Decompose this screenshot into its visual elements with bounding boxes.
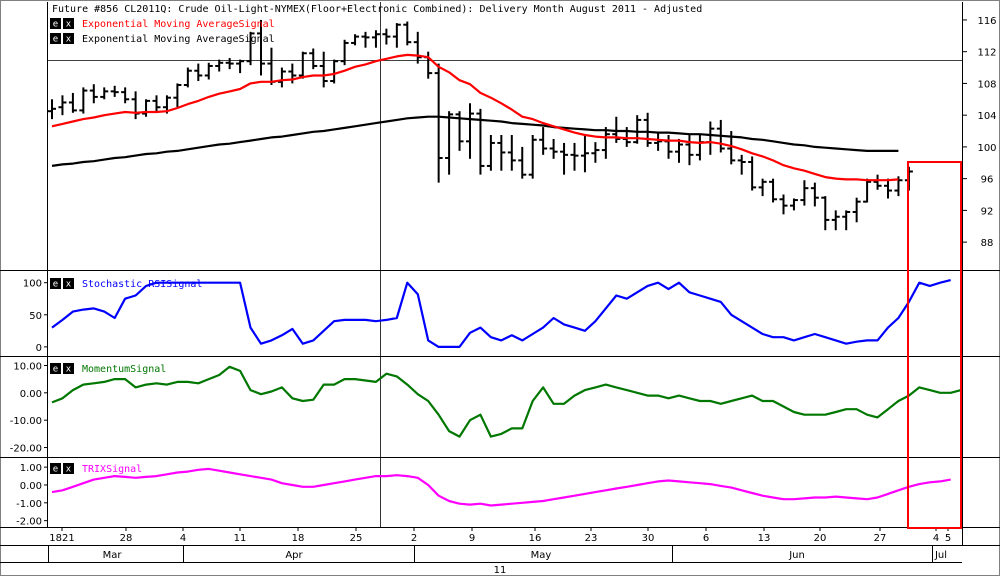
stoch-tick-label: 100 <box>23 279 42 290</box>
ema-short-line <box>51 53 899 182</box>
panel-button-label: x <box>66 280 72 290</box>
panel-button-label: x <box>66 365 72 375</box>
panel-button-label: e <box>53 280 58 290</box>
panel-button-e <box>50 18 61 29</box>
x-day-label: 5 <box>945 533 951 544</box>
panel-button-x <box>63 363 74 374</box>
panel-button-label: x <box>66 465 72 475</box>
panel-button-x <box>63 18 74 29</box>
ema-long-line <box>51 115 899 167</box>
price-tick-label: 116 <box>977 16 996 27</box>
x-day-label: 1821 <box>49 533 74 544</box>
stoch-tick-label: 0 <box>36 343 42 354</box>
price-tick-label: 112 <box>977 48 996 59</box>
x-month-label: Apr <box>285 550 303 561</box>
momentum-tick-label: 0.00 <box>20 389 42 400</box>
panel-button-e <box>50 463 61 474</box>
price-tick-label: 92 <box>981 206 994 217</box>
price-tick-label: 104 <box>977 111 996 122</box>
momentum-tick-label: -20.00 <box>10 444 42 455</box>
trix-tick-label: -2.00 <box>16 517 42 528</box>
x-day-label: 23 <box>585 533 598 544</box>
x-day-label: 30 <box>642 533 655 544</box>
legend-trix: TRIXSignal <box>82 464 142 475</box>
momentum-tick-label: -10.00 <box>10 416 42 427</box>
x-day-label: 2 <box>411 533 417 544</box>
x-month-label: Jun <box>788 550 805 561</box>
x-day-label: 18 <box>292 533 305 544</box>
price-tick-label: 96 <box>981 175 994 186</box>
panel-button-label: e <box>53 465 58 475</box>
x-day-label: 25 <box>350 533 363 544</box>
x-day-label: 6 <box>703 533 709 544</box>
trix-tick-label: 1.00 <box>20 463 42 474</box>
panel-button-e <box>50 33 61 44</box>
x-day-label: 20 <box>814 533 827 544</box>
legend-ema-short: Exponential Moving AverageSignal <box>82 19 275 30</box>
x-day-label: 9 <box>469 533 475 544</box>
x-month-label: Mar <box>103 550 123 561</box>
panel-button-label: x <box>66 35 72 45</box>
trix-tick-label: -1.00 <box>16 499 42 510</box>
x-day-label: 13 <box>758 533 771 544</box>
panel-button-e <box>50 278 61 289</box>
legend-stoch-rsi: Stochastic RSISignal <box>82 279 202 290</box>
trix-line <box>51 467 951 507</box>
stoch-rsi-line <box>51 279 951 348</box>
x-day-label: 4 <box>180 533 186 544</box>
x-day-label: 11 <box>234 533 247 544</box>
x-year-label: 11 <box>494 565 507 576</box>
x-day-label: 4 <box>933 533 939 544</box>
x-day-label: 27 <box>874 533 887 544</box>
panel-button-label: x <box>66 20 72 30</box>
x-day-label: 16 <box>529 533 542 544</box>
legend-momentum: MomentumSignal <box>82 364 166 375</box>
trix-tick-label: 0.00 <box>20 481 42 492</box>
panel-button-label: e <box>53 365 58 375</box>
price-tick-label: 88 <box>981 238 994 249</box>
panel-button-x <box>63 278 74 289</box>
momentum-line <box>51 365 962 438</box>
stoch-tick-label: 50 <box>29 311 42 322</box>
panel-button-label: e <box>53 20 58 30</box>
panel-button-x <box>63 33 74 44</box>
price-tick-label: 108 <box>977 79 996 90</box>
panel-button-label: e <box>53 35 58 45</box>
price-tick-label: 100 <box>977 143 996 154</box>
legend-ema-long: Exponential Moving AverageSignal <box>82 34 275 45</box>
momentum-tick-label: 10.00 <box>13 361 42 372</box>
chart-header: Future #856 CL2011Q: Crude Oil-Light-NYM… <box>52 4 702 15</box>
panel-button-e <box>50 363 61 374</box>
highlight-box <box>907 161 962 529</box>
panel-button-x <box>63 463 74 474</box>
x-day-label: 28 <box>120 533 133 544</box>
x-month-label: May <box>531 550 552 561</box>
x-month-label: Jul <box>934 550 947 561</box>
